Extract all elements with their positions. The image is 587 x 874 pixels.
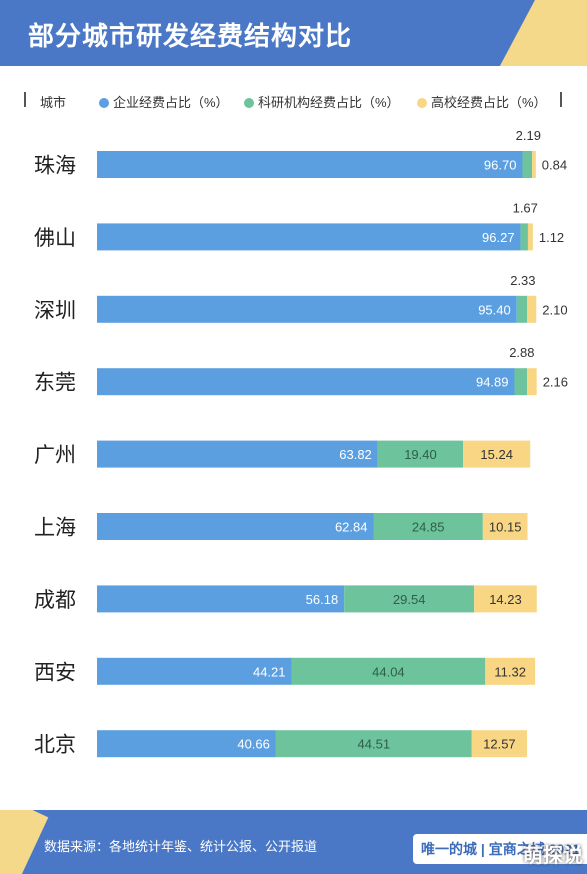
data-label-enterprise: 95.40 <box>478 302 511 317</box>
data-label-enterprise: 63.82 <box>339 447 372 462</box>
bar-segment-enterprise <box>97 368 515 396</box>
data-label-institute: 24.85 <box>412 520 445 535</box>
category-label: 成都 <box>34 589 76 612</box>
data-label-enterprise: 96.70 <box>484 158 517 173</box>
bar-segment-university <box>527 223 533 251</box>
bar-segment-institute <box>344 585 475 613</box>
bar-segment-institute <box>514 368 528 396</box>
legend: 城市 企业经费占比（%） 科研机构经费占比（%） 高校经费占比（%） <box>0 86 587 112</box>
data-label-university: 2.16 <box>543 375 568 390</box>
legend-item-institute: 科研机构经费占比（%） <box>244 92 400 111</box>
data-label-university: 12.57 <box>483 737 516 752</box>
data-label-institute: 2.33 <box>510 273 535 288</box>
watermark: 萌探说 <box>523 845 583 867</box>
legend-item-enterprise: 企业经费占比（%） <box>99 92 229 111</box>
data-label-enterprise: 44.21 <box>253 664 286 679</box>
data-label-institute: 44.04 <box>372 664 405 679</box>
data-source-note: 数据来源：各地统计年鉴、统计公报、公开报道 <box>44 839 318 854</box>
data-label-institute: 44.51 <box>358 737 391 752</box>
data-label-enterprise: 62.84 <box>335 520 368 535</box>
header-banner: 部分城市研发经费结构对比 <box>0 0 587 66</box>
bar-segment-enterprise <box>97 657 292 685</box>
data-label-institute: 1.67 <box>513 200 538 215</box>
bar-segment-institute <box>275 730 472 758</box>
category-label: 东莞 <box>34 372 76 395</box>
data-label-enterprise: 94.89 <box>476 375 509 390</box>
bar-segment-enterprise <box>97 440 378 468</box>
bar-segment-enterprise <box>97 223 521 251</box>
data-label-university: 10.15 <box>489 520 522 535</box>
bar-segment-enterprise <box>97 585 345 613</box>
data-label-university: 2.10 <box>542 302 567 317</box>
bar-segment-institute <box>291 657 486 685</box>
data-label-institute: 29.54 <box>393 592 426 607</box>
data-label-institute: 2.88 <box>509 345 534 360</box>
bar-segment-institute <box>377 440 464 468</box>
data-label-enterprise: 96.27 <box>482 230 515 245</box>
footer-banner: 数据来源：各地统计年鉴、统计公报、公开报道 唯一的城 | 宜商之城 2021 萌… <box>0 810 587 874</box>
bar-segment-enterprise <box>97 730 276 758</box>
bar-segment-enterprise <box>97 513 374 540</box>
bar-segment-enterprise <box>97 151 523 178</box>
bar-segment-institute <box>522 151 533 178</box>
legend-city-label: 城市 <box>40 95 67 110</box>
data-label-university: 0.84 <box>542 158 567 173</box>
data-label-university: 14.23 <box>489 592 522 607</box>
bar-segment-university <box>482 513 528 540</box>
bar-segment-university <box>532 151 536 178</box>
category-label: 西安 <box>34 661 76 684</box>
data-label-enterprise: 56.18 <box>306 592 339 607</box>
legend-divider-right <box>560 92 562 107</box>
bar-segment-institute <box>373 513 483 540</box>
data-label-institute: 19.40 <box>404 447 437 462</box>
category-label: 北京 <box>34 734 76 757</box>
category-label: 珠海 <box>34 155 76 178</box>
category-label: 广州 <box>34 444 76 467</box>
data-label-university: 15.24 <box>480 447 513 462</box>
chart-title: 部分城市研发经费结构对比 <box>28 21 353 51</box>
data-label-university: 1.12 <box>539 230 564 245</box>
footer-accent-stripe <box>0 810 49 874</box>
bar-segment-institute <box>520 223 528 251</box>
bar-segment-institute <box>516 295 528 323</box>
footer-logo: 唯一的城 | 宜商之城 2021 <box>413 834 587 864</box>
data-label-university: 11.32 <box>494 664 526 679</box>
category-label: 深圳 <box>34 299 76 322</box>
bar-segment-university <box>471 730 528 758</box>
legend-label-institute: 科研机构经费占比（%） <box>258 95 400 110</box>
data-label-enterprise: 40.66 <box>237 737 270 752</box>
legend-label-university: 高校经费占比（%） <box>431 95 547 110</box>
bar-segment-university <box>527 368 537 396</box>
legend-divider-left <box>24 92 26 107</box>
legend-label-enterprise: 企业经费占比（%） <box>113 95 229 110</box>
legend-dot-university <box>417 98 427 108</box>
category-label: 上海 <box>34 517 76 540</box>
bar-segment-university <box>474 585 537 613</box>
legend-dot-institute <box>244 98 254 108</box>
bar-segment-university <box>463 440 531 468</box>
bar-segment-enterprise <box>97 295 517 323</box>
legend-dot-enterprise <box>99 98 109 108</box>
bar-segment-university <box>527 295 537 323</box>
bar-segment-university <box>485 657 536 685</box>
category-label: 佛山 <box>34 227 76 250</box>
data-label-institute: 2.19 <box>516 128 541 143</box>
legend-item-university: 高校经费占比（%） <box>417 92 547 111</box>
